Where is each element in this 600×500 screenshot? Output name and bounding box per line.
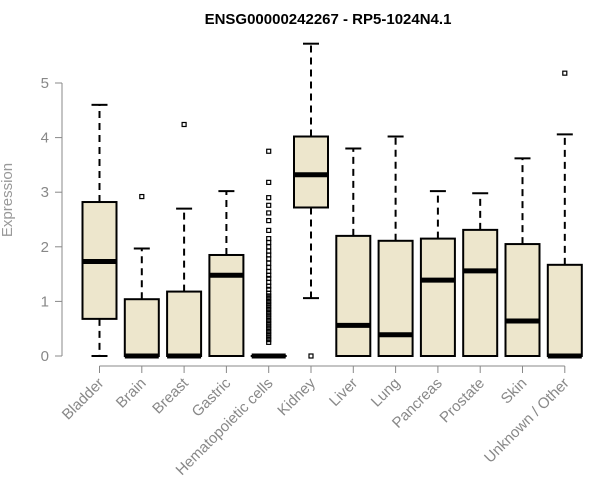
outlier-point — [308, 353, 314, 359]
outlier-point — [266, 312, 272, 318]
outlier-point — [266, 195, 272, 201]
box-liver — [335, 147, 372, 358]
outlier-point — [266, 331, 272, 337]
box-iqr — [377, 239, 414, 358]
outlier-point — [266, 317, 272, 324]
outlier-point — [266, 272, 272, 278]
box-breast — [166, 121, 203, 359]
outlier-point — [266, 283, 272, 289]
outlier-point — [266, 323, 272, 329]
box-bladder — [81, 103, 118, 357]
y-tick-label: 4 — [41, 130, 49, 147]
outlier-point — [266, 217, 272, 224]
box-hematopoietic-cells — [250, 148, 287, 359]
box-iqr — [166, 290, 203, 357]
outlier-point — [266, 328, 272, 335]
box-iqr — [504, 243, 541, 358]
x-tick-label: Liver — [326, 375, 361, 410]
outlier-point — [266, 320, 272, 326]
box-iqr — [335, 234, 372, 358]
outlier-point — [266, 306, 272, 313]
outlier-point — [266, 210, 272, 216]
boxes — [81, 42, 583, 359]
outlier-point — [266, 293, 272, 299]
box-lung — [377, 135, 414, 358]
box-iqr — [208, 253, 245, 358]
y-tick-label: 1 — [41, 293, 49, 310]
outlier-point — [266, 296, 272, 302]
x-tick-label: Lung — [368, 375, 404, 411]
outlier-point — [562, 70, 568, 76]
outlier-point — [266, 148, 272, 154]
outlier-point — [266, 260, 272, 266]
x-tick-label: Breast — [149, 374, 192, 417]
box-iqr — [462, 228, 499, 357]
x-tick-label: Skin — [498, 375, 531, 408]
box-brain — [123, 193, 160, 359]
y-tick-label: 2 — [41, 239, 49, 256]
x-tick-label: Kidney — [274, 374, 319, 419]
outlier-point — [266, 334, 272, 340]
box-iqr — [419, 237, 456, 357]
outlier-point — [266, 337, 272, 343]
box-kidney — [293, 42, 329, 359]
outlier-point — [181, 121, 187, 128]
outlier-point — [266, 227, 272, 234]
box-skin — [504, 157, 541, 358]
outlier-point — [266, 339, 272, 345]
outlier-point — [266, 244, 272, 250]
x-tick-label: Bladder — [59, 375, 108, 424]
x-tick-label: Brain — [113, 375, 150, 412]
outlier-point — [266, 301, 272, 307]
x-tick-label: Prostate — [436, 375, 488, 427]
outlier-point — [266, 179, 272, 185]
outlier-point — [266, 290, 272, 296]
outlier-point — [266, 309, 272, 315]
y-tick-label: 0 — [41, 348, 49, 365]
box-iqr — [123, 298, 160, 358]
box-pancreas — [419, 190, 456, 357]
box-iqr — [546, 263, 583, 357]
outlier-point — [266, 304, 272, 310]
box-unknown-other — [546, 70, 583, 359]
box-gastric — [208, 190, 245, 358]
chart-title: ENSG00000242267 - RP5-1024N4.1 — [205, 11, 452, 28]
box-iqr — [293, 135, 329, 209]
outlier-point — [139, 193, 145, 200]
y-tick-label: 3 — [41, 184, 49, 201]
outlier-point — [266, 202, 272, 208]
y-axis: 0 1 2 3 4 5 — [41, 75, 63, 365]
outlier-point — [266, 326, 272, 332]
y-axis-label: Expression — [0, 163, 16, 237]
outlier-point — [266, 298, 272, 304]
outlier-point — [266, 315, 272, 321]
box-prostate — [462, 192, 499, 357]
y-tick-label: 5 — [41, 75, 49, 92]
